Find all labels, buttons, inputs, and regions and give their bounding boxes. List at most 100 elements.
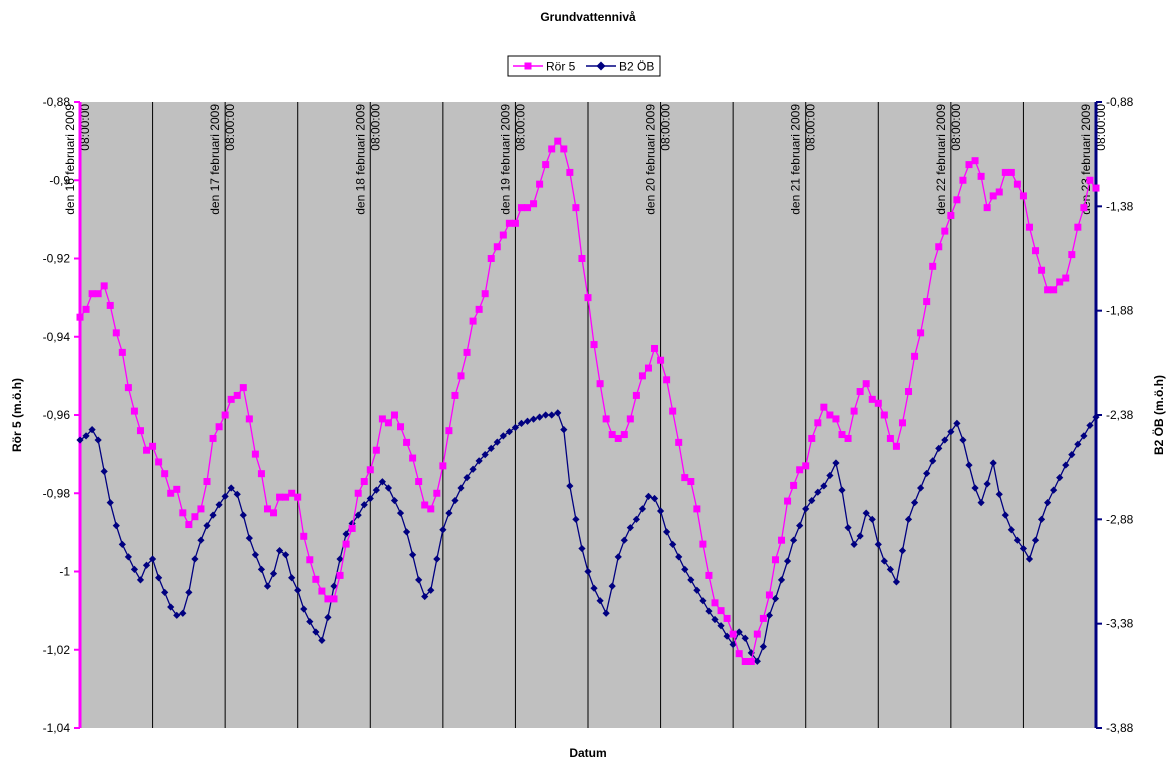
data-point-ror-5 (856, 388, 864, 396)
data-point-b2-ob (681, 565, 689, 574)
date-annotation-date: den 23 februari 2009 (1079, 104, 1093, 215)
data-point-b2-ob (560, 426, 568, 434)
data-point-b2-ob (469, 465, 477, 473)
data-point-b2-ob (790, 536, 798, 544)
data-point-b2-ob (868, 515, 876, 523)
data-point-b2-ob (953, 419, 961, 427)
data-point-ror-5 (203, 478, 211, 486)
data-point-b2-ob (439, 526, 447, 534)
data-point-b2-ob (723, 632, 731, 640)
data-point-ror-5 (989, 192, 997, 200)
data-point-b2-ob (179, 609, 187, 617)
data-point-ror-5 (445, 427, 453, 435)
data-point-ror-5 (185, 521, 193, 529)
data-point-ror-5 (802, 462, 810, 470)
data-point-b2-ob (94, 436, 102, 444)
data-point-b2-ob (445, 509, 453, 517)
data-point-b2-ob (161, 588, 169, 596)
data-point-ror-5 (366, 466, 374, 474)
data-point-b2-ob (136, 576, 145, 584)
data-point-b2-ob (693, 586, 701, 594)
data-point-b2-ob (856, 532, 864, 540)
data-point-ror-5 (790, 481, 798, 489)
date-annotation-date: den 20 februari 2009 (644, 104, 658, 215)
data-point-b2-ob (251, 551, 259, 559)
right-axis-tick-label: -1,88 (1106, 304, 1134, 318)
data-point-ror-5 (263, 505, 271, 513)
data-point-ror-5 (959, 176, 967, 184)
data-point-ror-5 (923, 298, 931, 306)
data-point-ror-5 (935, 243, 943, 251)
data-point-ror-5 (1001, 168, 1009, 176)
data-point-b2-ob (263, 582, 272, 590)
data-point-ror-5 (808, 434, 816, 442)
data-point-b2-ob (1074, 440, 1082, 448)
data-point-b2-ob (699, 597, 707, 605)
data-point-b2-ob (947, 428, 955, 436)
data-point-b2-ob (76, 436, 84, 444)
data-point-ror-5 (971, 157, 979, 165)
data-point-ror-5 (336, 571, 344, 579)
data-point-b2-ob (517, 419, 526, 427)
data-point-b2-ob (850, 540, 858, 548)
data-point-ror-5 (717, 607, 725, 615)
data-point-ror-5 (602, 415, 610, 423)
data-point-ror-5 (844, 434, 852, 442)
data-point-ror-5 (898, 419, 906, 427)
data-point-b2-ob (100, 467, 108, 475)
date-annotation-date: den 16 februari 2009 (63, 104, 77, 215)
data-point-ror-5 (1068, 251, 1076, 259)
data-point-ror-5 (197, 505, 205, 513)
data-point-ror-5 (487, 255, 495, 262)
data-point-ror-5 (729, 630, 737, 638)
data-point-ror-5 (215, 423, 223, 431)
data-point-b2-ob (275, 547, 284, 555)
data-point-b2-ob (838, 486, 846, 494)
data-point-ror-5 (886, 434, 894, 442)
data-point-b2-ob (142, 561, 151, 569)
data-point-ror-5 (590, 341, 598, 349)
data-point-b2-ob (771, 595, 780, 603)
data-point-b2-ob (209, 511, 217, 519)
date-annotation-time: 08:00:00 (949, 104, 963, 151)
data-point-b2-ob (614, 553, 622, 561)
data-point-b2-ob (173, 611, 181, 619)
data-point-ror-5 (475, 305, 483, 313)
data-point-b2-ob (989, 459, 997, 467)
data-point-b2-ob (832, 459, 840, 467)
left-axis-tick-label: -0,9 (49, 173, 70, 187)
right-axis-tick-label: -3,88 (1106, 721, 1134, 735)
data-point-b2-ob (656, 507, 665, 515)
data-point-ror-5 (675, 438, 683, 446)
data-point-ror-5 (596, 380, 604, 388)
data-point-ror-5 (76, 313, 84, 321)
data-point-ror-5 (324, 595, 332, 603)
data-point-b2-ob (239, 511, 247, 519)
data-point-ror-5 (826, 411, 834, 419)
data-point-ror-5 (566, 168, 574, 176)
data-point-ror-5 (239, 384, 247, 392)
data-point-ror-5 (917, 329, 925, 337)
data-point-b2-ob (378, 478, 386, 486)
data-point-b2-ob (245, 534, 253, 542)
data-point-b2-ob (282, 551, 290, 559)
data-point-b2-ob (505, 428, 513, 436)
data-point-b2-ob (415, 576, 423, 584)
data-point-ror-5 (227, 395, 235, 403)
data-point-ror-5 (112, 329, 120, 337)
data-point-ror-5 (1080, 204, 1088, 212)
data-point-ror-5 (143, 446, 151, 454)
data-point-b2-ob (687, 576, 695, 584)
data-point-ror-5 (403, 438, 411, 446)
data-point-b2-ob (596, 597, 604, 605)
data-point-ror-5 (705, 571, 713, 579)
data-point-b2-ob (578, 544, 586, 553)
right-axis-tick-label: -2,88 (1106, 512, 1134, 526)
data-point-b2-ob (650, 494, 659, 503)
data-point-b2-ob (396, 509, 405, 517)
data-point-ror-5 (874, 399, 882, 407)
data-point-b2-ob (221, 492, 229, 500)
data-point-ror-5 (415, 478, 423, 486)
data-point-ror-5 (1050, 286, 1058, 294)
data-point-b2-ob (409, 551, 417, 559)
